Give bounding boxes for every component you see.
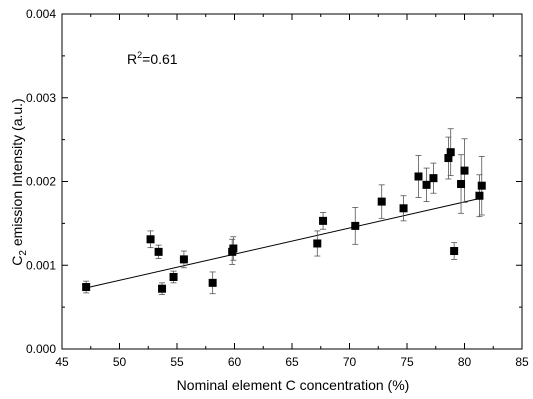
data-point bbox=[179, 255, 188, 264]
x-tick-label: 50 bbox=[113, 355, 127, 369]
axis-ticks bbox=[61, 13, 523, 350]
y-tick-label: 0.003 bbox=[26, 91, 56, 105]
x-tick-label: 70 bbox=[343, 355, 357, 369]
data-point bbox=[450, 247, 459, 256]
data-point bbox=[457, 180, 466, 189]
data-point bbox=[377, 197, 386, 206]
y-axis-label: C2 emission Intensity (a.u.) bbox=[9, 98, 29, 265]
axis-tick-labels: 45 50 55 60 65 70 75 80 85 0.000 0.001 0.002 0.003 0.… bbox=[26, 7, 529, 369]
x-tick-label: 65 bbox=[285, 355, 299, 369]
data-point bbox=[82, 283, 91, 292]
data-point bbox=[477, 181, 486, 190]
data-point bbox=[319, 216, 328, 225]
data-point bbox=[429, 174, 438, 183]
data-point bbox=[422, 180, 431, 189]
data-point bbox=[446, 148, 455, 157]
x-tick-label: 75 bbox=[400, 355, 414, 369]
x-tick-label: 60 bbox=[228, 355, 242, 369]
x-tick-label: 55 bbox=[170, 355, 184, 369]
data-point bbox=[399, 204, 408, 213]
r-squared-annotation: R2=0.61 bbox=[127, 50, 178, 67]
x-axis-label: Nominal element C concentration (%) bbox=[177, 377, 410, 393]
x-tick-label: 80 bbox=[458, 355, 472, 369]
data-point bbox=[460, 166, 469, 175]
data-point bbox=[351, 221, 360, 230]
data-point bbox=[169, 272, 178, 281]
x-tick-label: 85 bbox=[515, 355, 529, 369]
data-point bbox=[414, 172, 423, 181]
y-tick-label: 0.004 bbox=[26, 7, 56, 21]
y-tick-label: 0.002 bbox=[26, 175, 56, 189]
y-tick-label: 0.000 bbox=[26, 342, 56, 356]
data-point bbox=[475, 191, 484, 200]
data-point bbox=[229, 244, 238, 253]
data-point bbox=[208, 278, 217, 287]
data-point bbox=[146, 235, 155, 244]
data-point bbox=[158, 284, 167, 293]
fit-line bbox=[86, 197, 481, 289]
y-tick-label: 0.001 bbox=[26, 258, 56, 272]
data-point bbox=[313, 239, 322, 248]
data-points bbox=[82, 148, 486, 293]
data-point bbox=[154, 247, 163, 256]
x-tick-label: 45 bbox=[55, 355, 69, 369]
data-point bbox=[444, 154, 453, 163]
